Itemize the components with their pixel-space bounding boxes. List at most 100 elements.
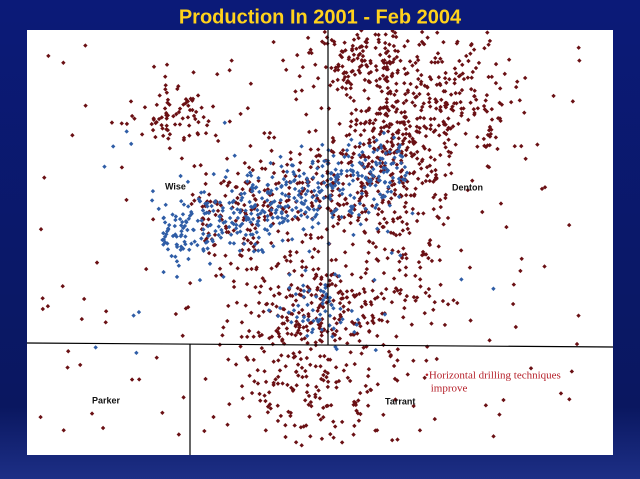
well-marker — [220, 333, 225, 338]
well-marker — [366, 210, 371, 215]
well-marker — [167, 102, 172, 107]
well-marker — [159, 122, 164, 128]
well-marker — [332, 183, 338, 188]
well-marker — [254, 230, 259, 235]
well-marker — [238, 223, 243, 229]
well-marker — [100, 425, 106, 431]
well-marker — [360, 48, 366, 54]
well-marker — [338, 150, 343, 156]
well-marker — [391, 160, 396, 166]
well-marker — [271, 293, 277, 298]
well-marker — [239, 197, 244, 203]
well-marker — [308, 399, 314, 405]
well-marker — [499, 102, 505, 107]
well-marker — [217, 200, 223, 205]
well-marker — [174, 274, 180, 280]
well-marker — [414, 84, 419, 90]
well-marker — [296, 168, 302, 173]
well-marker — [285, 203, 291, 209]
well-marker — [498, 201, 504, 206]
well-marker — [361, 203, 366, 208]
well-marker — [404, 293, 410, 299]
well-marker — [94, 260, 100, 265]
well-marker — [186, 123, 192, 128]
well-marker — [351, 292, 356, 298]
well-marker — [255, 212, 261, 218]
well-marker — [228, 261, 234, 266]
well-marker — [181, 225, 186, 231]
well-marker — [253, 185, 258, 191]
well-marker — [248, 81, 254, 86]
well-marker — [392, 289, 397, 295]
well-marker — [454, 41, 460, 46]
well-marker — [447, 77, 452, 82]
well-marker — [365, 403, 371, 408]
well-marker — [377, 160, 383, 166]
well-marker — [314, 212, 319, 217]
well-marker — [427, 74, 433, 80]
well-marker — [404, 209, 409, 215]
well-marker — [169, 253, 174, 259]
well-marker — [321, 372, 326, 378]
well-marker — [313, 62, 318, 67]
well-marker — [481, 103, 487, 109]
well-marker — [278, 197, 283, 203]
well-marker — [375, 189, 381, 194]
well-marker — [459, 113, 464, 118]
well-marker — [296, 192, 301, 198]
well-marker — [390, 132, 395, 137]
well-marker — [232, 153, 237, 158]
well-marker — [385, 229, 391, 234]
well-marker — [351, 172, 356, 178]
well-marker — [344, 148, 350, 153]
well-marker — [421, 116, 427, 121]
county-label: Wise — [165, 181, 186, 191]
well-marker — [212, 252, 217, 258]
well-marker — [327, 278, 332, 283]
well-marker — [284, 162, 290, 167]
well-marker — [512, 144, 517, 149]
well-marker — [233, 226, 239, 231]
well-marker — [313, 272, 319, 277]
well-marker — [134, 350, 139, 356]
well-marker — [401, 184, 407, 189]
well-marker — [345, 307, 351, 313]
well-marker — [429, 321, 434, 326]
well-marker — [389, 196, 394, 201]
well-marker — [329, 65, 334, 71]
well-marker — [221, 325, 226, 330]
well-marker — [414, 156, 420, 161]
well-marker — [484, 92, 490, 98]
well-marker — [446, 137, 451, 142]
well-marker — [246, 247, 252, 253]
well-marker — [189, 201, 194, 207]
well-marker — [78, 362, 83, 368]
well-marker — [304, 112, 309, 117]
well-marker — [81, 296, 87, 302]
well-marker — [465, 187, 471, 193]
well-marker — [374, 202, 380, 208]
well-marker — [435, 59, 441, 65]
well-marker — [253, 284, 258, 290]
well-marker — [519, 143, 524, 149]
well-marker — [163, 202, 168, 208]
well-marker — [356, 398, 361, 403]
well-marker — [398, 160, 404, 166]
well-marker — [267, 130, 273, 136]
well-marker — [320, 173, 325, 179]
well-marker — [284, 294, 289, 300]
well-marker — [417, 91, 422, 97]
well-marker — [431, 195, 436, 200]
well-marker — [289, 332, 294, 337]
well-marker — [404, 256, 409, 261]
well-marker — [431, 307, 436, 312]
well-marker — [372, 296, 378, 301]
well-marker — [433, 172, 439, 178]
well-marker — [346, 142, 351, 148]
well-marker — [397, 143, 403, 148]
well-marker — [269, 240, 274, 246]
well-marker — [217, 266, 223, 271]
well-marker — [220, 208, 225, 213]
well-marker — [310, 159, 315, 164]
well-marker — [348, 350, 353, 355]
